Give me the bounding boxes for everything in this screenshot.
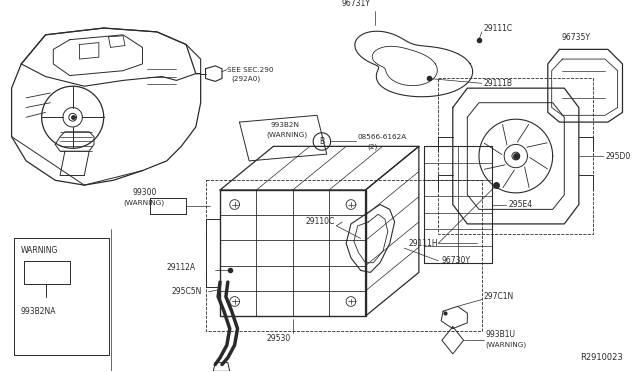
Text: R2910023: R2910023	[580, 353, 623, 362]
Text: 08566-6162A: 08566-6162A	[358, 134, 407, 140]
Text: WARNING: WARNING	[20, 246, 58, 254]
Text: 29530: 29530	[267, 334, 291, 343]
Text: 295C5N: 295C5N	[172, 287, 202, 296]
Text: 29110C: 29110C	[305, 218, 335, 227]
Text: (WARNING): (WARNING)	[123, 199, 164, 206]
Text: 295D0: 295D0	[605, 151, 630, 161]
Text: 29112A: 29112A	[167, 263, 196, 272]
Text: 29111H: 29111H	[408, 239, 438, 248]
Text: 99300: 99300	[132, 188, 157, 198]
Text: 29111B: 29111B	[484, 79, 513, 88]
Text: (2): (2)	[367, 143, 378, 150]
Text: 993B1U: 993B1U	[486, 330, 516, 339]
Text: 993B2N: 993B2N	[271, 122, 300, 128]
Text: SEE SEC.290: SEE SEC.290	[227, 67, 273, 73]
Text: 295E4: 295E4	[508, 200, 532, 209]
Text: 96735Y: 96735Y	[561, 33, 590, 42]
Text: 29111C: 29111C	[484, 23, 513, 32]
Text: 993B2NA: 993B2NA	[20, 307, 56, 316]
Text: (WARNING): (WARNING)	[486, 342, 527, 348]
Text: 297C1N: 297C1N	[484, 292, 514, 301]
Text: (292A0): (292A0)	[232, 75, 261, 82]
Text: 96730Y: 96730Y	[441, 256, 470, 265]
Text: B: B	[319, 137, 324, 146]
Text: (WARNING): (WARNING)	[267, 131, 308, 138]
Text: 96731Y: 96731Y	[341, 0, 370, 8]
